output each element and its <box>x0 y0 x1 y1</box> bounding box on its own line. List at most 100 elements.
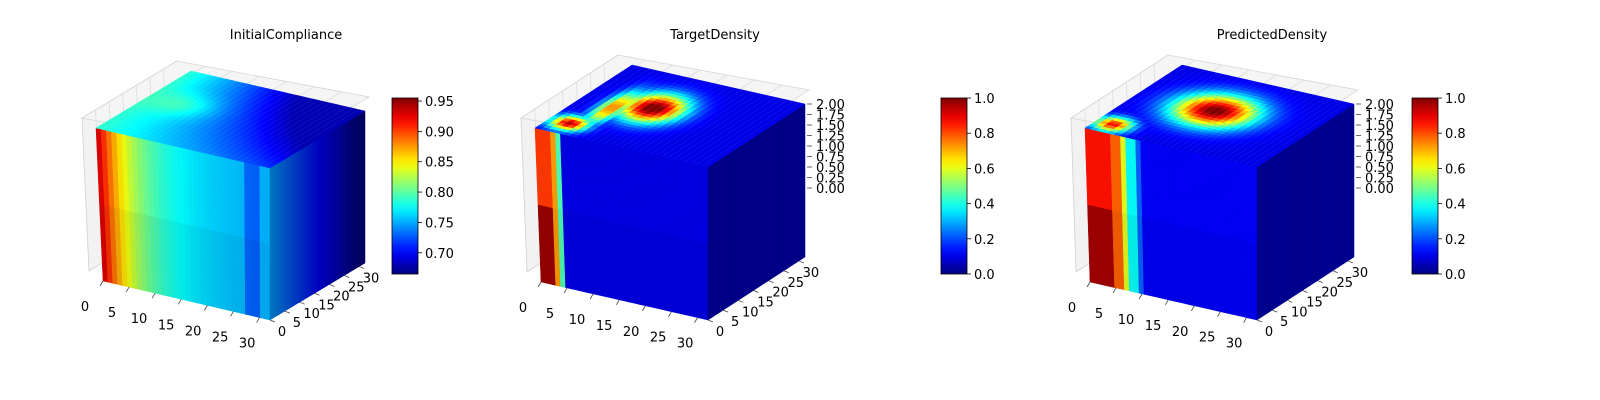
y-tick-mark <box>753 290 759 293</box>
voxel <box>784 114 789 271</box>
voxel <box>322 134 327 289</box>
y-tick-label: 20 <box>1321 286 1338 301</box>
y-tick-mark <box>707 319 714 323</box>
y-tick-label: 15 <box>757 295 774 310</box>
voxel <box>733 148 737 304</box>
z-axis: 0.000.250.500.751.001.251.501.752.00 <box>1356 98 1394 197</box>
voxel <box>692 163 699 242</box>
x-tick-mark <box>668 311 672 317</box>
voxel <box>722 155 726 312</box>
x-tick-label: 30 <box>1226 337 1243 352</box>
colorbar: 0.0 0.2 0.4 0.6 0.8 1.0 <box>1411 92 1466 283</box>
side-face <box>269 110 366 321</box>
voxel <box>730 149 734 306</box>
x-tick-label: 0 <box>81 300 89 315</box>
y-tick-mark <box>314 292 320 296</box>
voxel <box>1221 158 1228 238</box>
x-tick-mark <box>177 299 182 305</box>
voxel <box>1345 107 1349 264</box>
voxel <box>328 130 332 286</box>
voxel <box>1206 155 1213 234</box>
voxel <box>1226 159 1233 239</box>
colorbar-tick-label: 0.8 <box>974 127 995 142</box>
colorbar-gradient <box>391 97 419 275</box>
y-tick-label: 0 <box>278 325 286 340</box>
x-tick-label: 5 <box>546 307 554 322</box>
voxel <box>229 234 236 313</box>
y-tick-mark <box>1332 270 1338 274</box>
subplot-title: InitialCompliance <box>230 28 343 43</box>
colorbar: 0.0 0.2 0.4 0.6 0.8 1.0 <box>940 92 995 283</box>
y-tick-label: 10 <box>1291 305 1308 320</box>
y-tick-label: 25 <box>1337 276 1354 291</box>
voxel <box>1231 237 1238 316</box>
x-tick-mark <box>1164 299 1169 306</box>
voxel <box>736 146 740 302</box>
colorbar-tick-label: 0.2 <box>1445 233 1466 248</box>
voxel <box>796 107 800 264</box>
y-tick-label: 15 <box>1306 295 1323 310</box>
y-tick-label: 0 <box>716 325 724 340</box>
x-tick-label: 15 <box>596 319 613 334</box>
voxel <box>770 123 774 280</box>
voxel <box>1305 133 1309 289</box>
voxel <box>334 127 338 282</box>
y-tick-mark <box>358 266 365 269</box>
voxel <box>764 127 769 284</box>
voxel <box>1310 129 1315 286</box>
x-tick-label: 20 <box>623 325 640 340</box>
voxel <box>1276 151 1281 308</box>
voxel <box>331 128 335 284</box>
x-tick-mark <box>256 317 260 323</box>
x-tick-mark <box>1112 287 1117 294</box>
voxel <box>1236 162 1243 241</box>
voxel <box>1201 154 1208 233</box>
voxel <box>1271 155 1275 312</box>
y-tick-label: 30 <box>1352 266 1369 281</box>
voxel <box>1265 159 1269 315</box>
voxel <box>286 155 290 311</box>
voxel <box>272 164 276 319</box>
voxel <box>719 157 723 314</box>
colorbar-tick-label: 0.4 <box>1445 198 1466 213</box>
voxel <box>347 118 352 274</box>
voxel <box>713 160 717 317</box>
y-tick-label: 0 <box>1265 325 1273 340</box>
x-tick-mark <box>1243 317 1247 323</box>
voxel <box>702 242 709 321</box>
voxel <box>747 138 752 295</box>
subplot-title: TargetDensity <box>669 28 760 43</box>
voxel <box>228 158 236 237</box>
voxel <box>1279 149 1283 306</box>
voxel <box>672 235 679 314</box>
voxel <box>320 135 324 291</box>
x-tick-mark <box>204 305 208 311</box>
voxel <box>1313 127 1318 284</box>
voxel <box>756 133 760 289</box>
y-tick-label: 5 <box>293 316 301 331</box>
voxel <box>801 103 806 260</box>
x-tick-mark <box>589 293 594 300</box>
colorbar-tick-label: 0.0 <box>1445 268 1466 283</box>
voxel <box>1282 148 1286 304</box>
x-tick-mark <box>125 286 130 293</box>
x-tick-label: 10 <box>569 313 586 328</box>
x-tick-label: 0 <box>519 301 527 316</box>
colorbar-tick-label: 0.70 <box>425 247 454 262</box>
y-tick-mark <box>1317 280 1323 283</box>
voxel <box>1211 156 1218 235</box>
voxel <box>744 140 749 297</box>
y-tick-mark <box>1272 309 1278 313</box>
x-tick-label: 25 <box>212 330 229 345</box>
y-tick-mark <box>329 284 335 287</box>
voxel <box>1296 138 1301 295</box>
voxel <box>799 105 803 262</box>
voxel <box>234 235 241 314</box>
y-tick-mark <box>344 275 350 278</box>
voxel <box>776 120 780 276</box>
voxel <box>773 122 777 278</box>
voxel <box>303 145 307 301</box>
voxel <box>1308 131 1312 288</box>
